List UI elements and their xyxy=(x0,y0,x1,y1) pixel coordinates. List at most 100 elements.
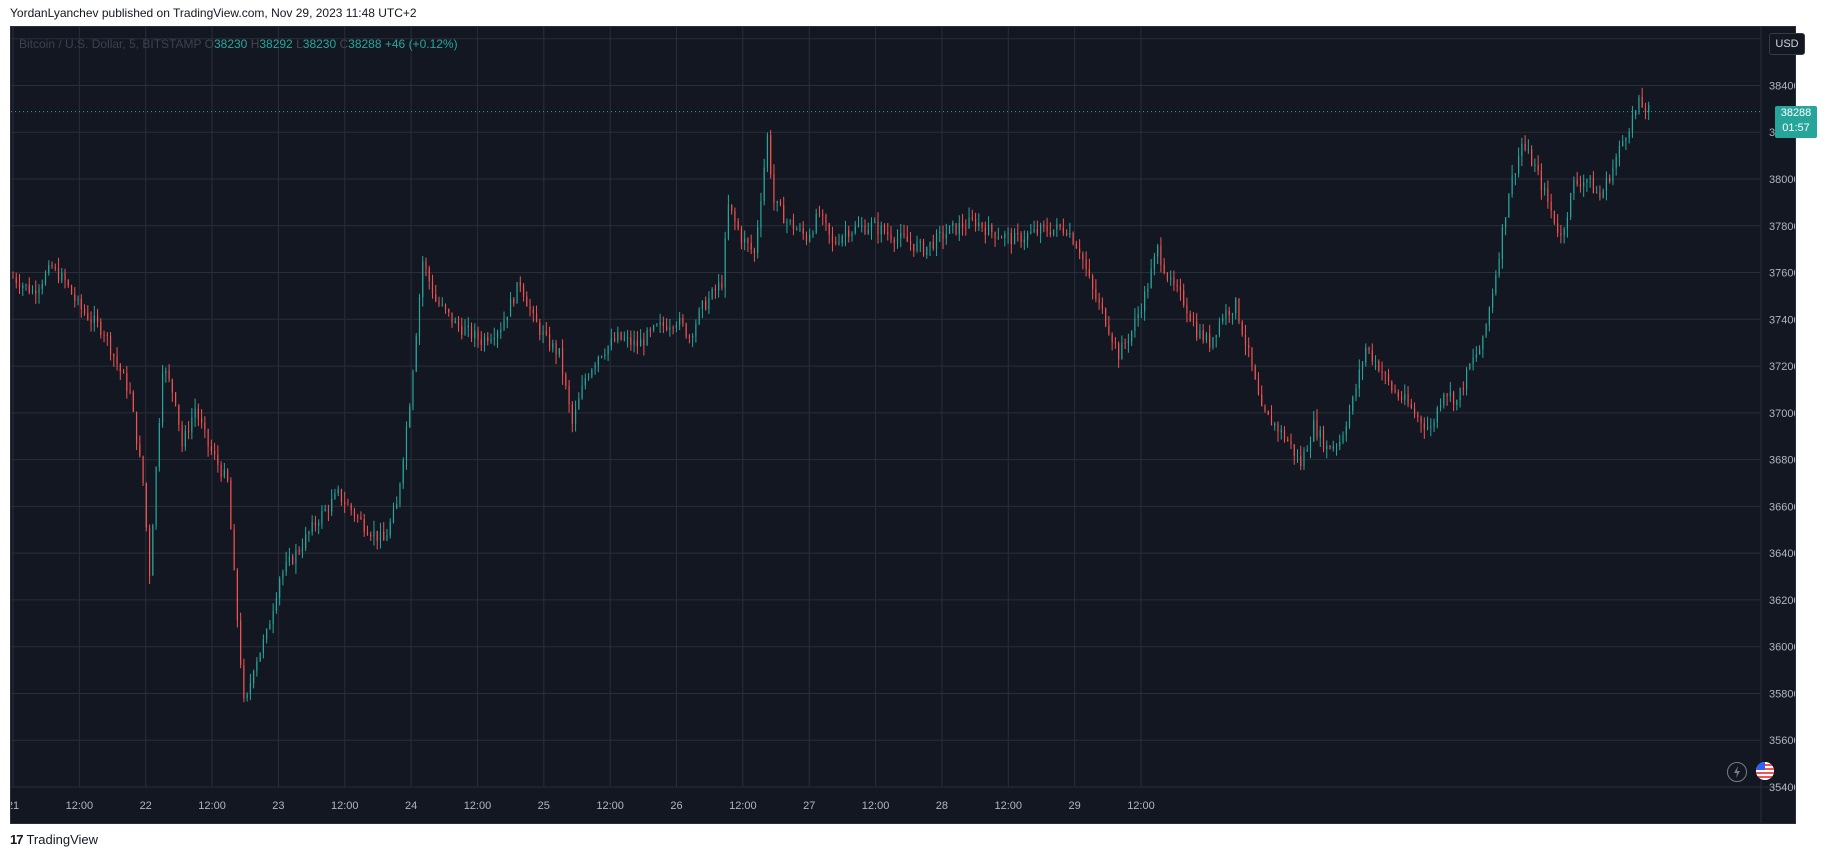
us-flag-icon[interactable] xyxy=(1756,762,1774,780)
candle-body xyxy=(600,356,603,358)
candle-body xyxy=(1371,350,1373,362)
candle-body xyxy=(818,213,821,215)
candle-body xyxy=(142,456,144,484)
candle-body xyxy=(682,317,684,324)
candle-body xyxy=(737,221,739,229)
candle-body xyxy=(1160,245,1162,265)
candle-body xyxy=(991,224,993,233)
candle-body xyxy=(1007,233,1009,235)
candle-body xyxy=(653,325,655,331)
candle-body xyxy=(1394,390,1396,393)
candle-body xyxy=(1173,277,1175,285)
candle-body xyxy=(708,297,710,310)
candle-body xyxy=(233,529,235,571)
candle-body xyxy=(516,282,518,304)
candle-body xyxy=(1329,445,1331,449)
candle-body xyxy=(1043,224,1045,227)
candle-body xyxy=(57,267,60,281)
candle-body xyxy=(932,241,934,249)
candle-body xyxy=(451,312,453,324)
time-axis-labels: 21 12:00 22 12:00 23 12:00 24 12:00 25 12:00 26 12:… xyxy=(11,800,1155,812)
candle-body xyxy=(955,223,957,234)
candle-body xyxy=(854,226,856,233)
candle-body xyxy=(903,232,905,237)
candle-body xyxy=(386,535,388,541)
candle-body xyxy=(1092,276,1094,290)
candle-body xyxy=(266,629,268,640)
candle-body xyxy=(870,222,873,230)
candle-body xyxy=(1420,417,1422,424)
candle-body xyxy=(259,652,261,662)
candle-body xyxy=(812,232,814,236)
candle-body xyxy=(675,324,677,328)
candle-body xyxy=(496,332,499,338)
candle-body xyxy=(1251,347,1253,367)
candle-body xyxy=(1641,97,1643,108)
candle-body xyxy=(1283,429,1286,440)
lightning-icon[interactable] xyxy=(1727,762,1747,782)
currency-button[interactable]: USD xyxy=(1769,33,1805,55)
time-axis-label: 12:00 xyxy=(862,800,890,812)
candle-body xyxy=(1131,331,1133,342)
last-price-value: 38288 xyxy=(1780,106,1812,119)
candle-body xyxy=(565,374,567,386)
candle-body xyxy=(1280,429,1282,432)
legend-high-value: 38292 xyxy=(259,37,293,51)
candle-body xyxy=(425,261,427,269)
candle-body xyxy=(597,356,599,365)
time-axis-label: 12:00 xyxy=(464,800,492,812)
candle-body xyxy=(1485,324,1487,336)
candle-body xyxy=(418,297,421,337)
candle-body xyxy=(438,301,440,305)
candle-body xyxy=(217,454,219,466)
candle-body xyxy=(1482,335,1484,350)
time-axis-label: 21 xyxy=(11,800,19,812)
candle-body xyxy=(126,373,128,392)
candle-body xyxy=(366,532,369,535)
candle-body xyxy=(1596,192,1598,194)
candle-body xyxy=(188,430,190,433)
candle-body xyxy=(809,235,811,242)
candle-body xyxy=(786,221,788,224)
price-axis-label: 36600 xyxy=(1769,501,1795,513)
chart-canvas[interactable]: 3860038400382003800037800376003740037200… xyxy=(11,27,1795,823)
candle-body xyxy=(1449,392,1451,397)
candle-body xyxy=(630,337,632,345)
candle-body xyxy=(1134,318,1136,332)
candle-body xyxy=(1082,253,1084,260)
candle-body xyxy=(1088,268,1090,277)
candle-body xyxy=(1108,325,1110,335)
time-axis-label: 27 xyxy=(803,800,815,812)
candle-body xyxy=(503,320,505,330)
candle-body xyxy=(396,503,398,509)
candle-body xyxy=(272,610,274,625)
candle-body xyxy=(181,424,183,447)
candle-body xyxy=(1631,115,1634,132)
candle-body xyxy=(792,220,795,230)
candle-body xyxy=(1189,313,1191,322)
candle-body xyxy=(513,298,515,304)
candle-body xyxy=(1196,321,1198,338)
candle-body xyxy=(1111,334,1113,343)
legend-high-label: H xyxy=(250,37,260,51)
candle-body xyxy=(711,288,713,298)
candle-body xyxy=(405,427,408,460)
candle-body xyxy=(399,483,401,504)
candle-body xyxy=(1417,414,1419,418)
candle-body xyxy=(119,364,121,372)
candle-body xyxy=(987,224,990,235)
candle-body xyxy=(1570,193,1572,217)
candle-body xyxy=(1605,177,1608,191)
candle-body xyxy=(1332,446,1334,449)
candle-body xyxy=(249,683,251,695)
candle-body xyxy=(1648,104,1650,113)
candle-body xyxy=(1501,227,1503,259)
chart-panel[interactable]: 3860038400382003800037800376003740037200… xyxy=(10,26,1817,824)
candle-body xyxy=(1101,302,1103,309)
candle-body xyxy=(1023,239,1025,243)
candle-body xyxy=(324,508,326,511)
candle-body xyxy=(535,313,538,323)
candle-body xyxy=(1592,177,1595,194)
candle-body xyxy=(1072,233,1074,245)
candle-body xyxy=(688,336,690,338)
